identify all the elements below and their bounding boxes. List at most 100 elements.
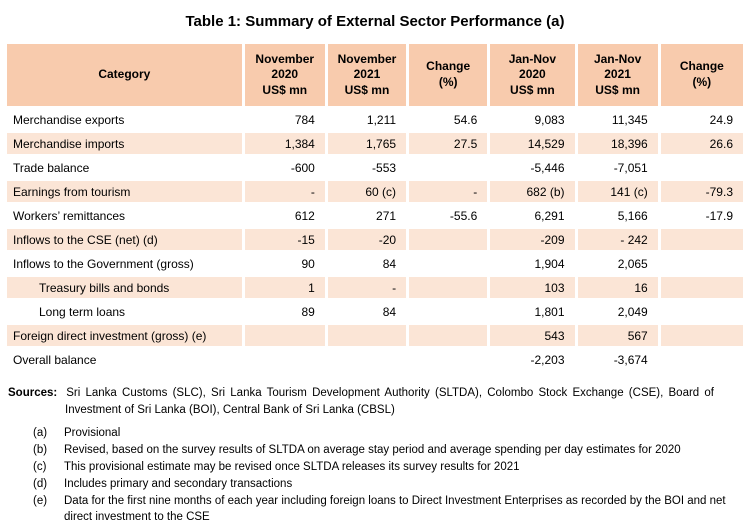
row-category: Merchandise imports (7, 133, 242, 154)
footnote: (d) Includes primary and secondary transa… (33, 476, 736, 492)
row-category: Inflows to the Government (gross) (7, 253, 242, 274)
footnote-marker: (a) (33, 427, 48, 439)
column-header: Jan-Nov 2020 US$ mn (490, 44, 575, 106)
cell-value (660, 325, 743, 346)
cell-value: -553 (327, 157, 407, 178)
table-row: Inflows to the Government (gross) 90 84 1,9… (7, 253, 743, 274)
table-header-row: Category November 2020 US$ mn November 202… (7, 44, 743, 106)
cell-value (244, 325, 325, 346)
cell-value: -5,446 (490, 157, 575, 178)
table-row: Merchandise exports 784 1,211 54.6 9,083 11,3… (7, 109, 743, 130)
cell-value: - (244, 181, 325, 202)
sources-text: Sri Lanka Customs (SLC), Sri Lanka Touri… (65, 387, 714, 416)
cell-value: 84 (327, 253, 407, 274)
cell-value (409, 157, 488, 178)
cell-value: 26.6 (660, 133, 743, 154)
column-header: November 2020 US$ mn (244, 44, 325, 106)
cell-value: -17.9 (660, 205, 743, 226)
cell-value (660, 229, 743, 250)
cell-value: -2,203 (490, 349, 575, 370)
cell-value: - (409, 181, 488, 202)
cell-value: -15 (244, 229, 325, 250)
cell-value: 9,083 (490, 109, 575, 130)
cell-value: 24.9 (660, 109, 743, 130)
column-header: Change (%) (660, 44, 743, 106)
cell-value: 1,801 (490, 301, 575, 322)
footnote-text: Includes primary and secondary transacti… (64, 478, 293, 490)
table-row: Inflows to the CSE (net) (d) -15 -20 -209- … (7, 229, 743, 250)
cell-value: 103 (490, 277, 575, 298)
table-row: Long term loans 89 84 1,801 2,049 (7, 301, 743, 322)
row-category: Foreign direct investment (gross) (e) (7, 325, 242, 346)
cell-value: -7,051 (577, 157, 658, 178)
cell-value: 567 (577, 325, 658, 346)
footnote: (c) This provisional estimate may be revi… (33, 459, 736, 475)
cell-value (409, 253, 488, 274)
cell-value (660, 253, 743, 274)
cell-value (327, 325, 407, 346)
cell-value: 2,049 (577, 301, 658, 322)
column-header: Change (%) (409, 44, 488, 106)
cell-value: 84 (327, 301, 407, 322)
footnote-text: Provisional (64, 427, 121, 439)
cell-value: 6,291 (490, 205, 575, 226)
cell-value: -79.3 (660, 181, 743, 202)
cell-value (409, 229, 488, 250)
table-row: Trade balance -600 -553 -5,446 -7,051 (7, 157, 743, 178)
cell-value: 11,345 (577, 109, 658, 130)
column-header: November 2021 US$ mn (327, 44, 407, 106)
cell-value (327, 349, 407, 370)
cell-value (409, 301, 488, 322)
footnote-marker: (d) (33, 478, 48, 490)
table-row: Earnings from tourism -60 (c) -682 (b) 141 … (7, 181, 743, 202)
table-row: Treasury bills and bonds 1- 103 16 (7, 277, 743, 298)
sources-label: Sources: (8, 387, 58, 399)
footnote-text: Revised, based on the survey results of … (64, 444, 681, 456)
cell-value: -20 (327, 229, 407, 250)
cell-value (409, 325, 488, 346)
cell-value (660, 277, 743, 298)
cell-value: 1,211 (327, 109, 407, 130)
cell-value (660, 157, 743, 178)
cell-value: 543 (490, 325, 575, 346)
cell-value: -600 (244, 157, 325, 178)
cell-value: 27.5 (409, 133, 488, 154)
cell-value: -3,674 (577, 349, 658, 370)
cell-value: 682 (b) (490, 181, 575, 202)
cell-value: 784 (244, 109, 325, 130)
column-header-category: Category (7, 44, 242, 106)
footnote-text: Data for the first nine months of each y… (64, 495, 726, 523)
footnote-marker: (c) (33, 461, 47, 473)
cell-value: 60 (c) (327, 181, 407, 202)
cell-value: 1 (244, 277, 325, 298)
cell-value (244, 349, 325, 370)
row-category: Trade balance (7, 157, 242, 178)
cell-value: 14,529 (490, 133, 575, 154)
cell-value (409, 277, 488, 298)
cell-value: 2,065 (577, 253, 658, 274)
cell-value: 89 (244, 301, 325, 322)
cell-value (409, 349, 488, 370)
table-row: Overall balance -2,203 -3,674 (7, 349, 743, 370)
cell-value: 90 (244, 253, 325, 274)
row-category: Merchandise exports (7, 109, 242, 130)
column-header: Jan-Nov 2021 US$ mn (577, 44, 658, 106)
row-category: Overall balance (7, 349, 242, 370)
cell-value: - 242 (577, 229, 658, 250)
cell-value: 141 (c) (577, 181, 658, 202)
sources-note: Sources: Sri Lanka Customs (SLC), Sri Lan… (8, 385, 714, 419)
cell-value: 271 (327, 205, 407, 226)
cell-value (660, 301, 743, 322)
table-title: Table 1: Summary of External Sector Perf… (185, 13, 565, 30)
cell-value: 1,904 (490, 253, 575, 274)
footnote-marker: (e) (33, 495, 48, 507)
table-row: Foreign direct investment (gross) (e) 543… (7, 325, 743, 346)
footnote: (e) Data for the first nine months of eac… (33, 493, 736, 525)
table-row: Workers’ remittances 612 271 -55.6 6,291 5,16… (7, 205, 743, 226)
table-row: Merchandise imports 1,384 1,765 27.5 14,529 1… (7, 133, 743, 154)
cell-value: 18,396 (577, 133, 658, 154)
cell-value: 16 (577, 277, 658, 298)
cell-value: 1,384 (244, 133, 325, 154)
cell-value: 612 (244, 205, 325, 226)
cell-value: 54.6 (409, 109, 488, 130)
